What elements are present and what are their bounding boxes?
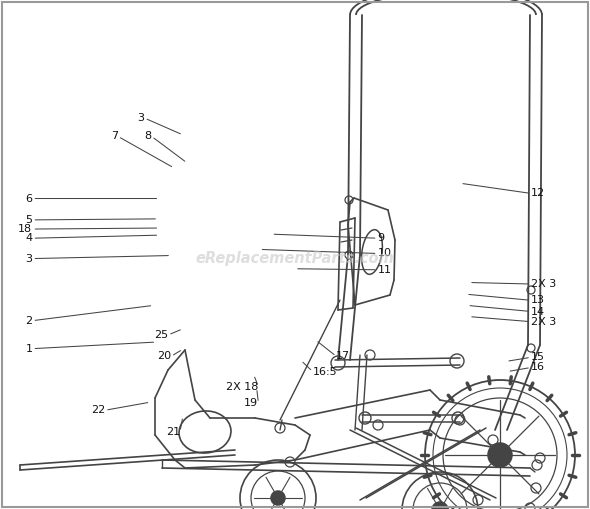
Text: 22: 22 (91, 405, 105, 415)
Text: 16:5: 16:5 (313, 366, 337, 377)
Text: 7: 7 (111, 131, 118, 142)
Text: 21: 21 (166, 427, 180, 437)
Circle shape (432, 502, 448, 509)
Text: 3: 3 (137, 113, 145, 123)
Circle shape (271, 491, 285, 505)
Text: eReplacementParts.com: eReplacementParts.com (196, 250, 394, 266)
Text: 3: 3 (25, 253, 32, 264)
Text: 6: 6 (25, 193, 32, 204)
Text: 18: 18 (18, 224, 32, 234)
Text: 25: 25 (154, 330, 168, 340)
Text: 8: 8 (145, 131, 152, 142)
Text: 20: 20 (157, 351, 171, 361)
Text: 17: 17 (336, 351, 350, 361)
Text: 9: 9 (378, 233, 385, 243)
Text: 1: 1 (25, 344, 32, 354)
Text: 10: 10 (378, 248, 392, 259)
Text: 14: 14 (531, 306, 545, 317)
Text: 2X 3: 2X 3 (531, 279, 556, 289)
Text: 5: 5 (25, 215, 32, 225)
Text: 2: 2 (25, 316, 32, 326)
Text: 2X 18: 2X 18 (226, 382, 258, 392)
Text: 11: 11 (378, 265, 392, 275)
Circle shape (488, 443, 512, 467)
Text: 12: 12 (531, 188, 545, 199)
Text: 2X 3: 2X 3 (531, 317, 556, 327)
Text: 15: 15 (531, 352, 545, 362)
Text: 4: 4 (25, 233, 32, 243)
Text: 13: 13 (531, 295, 545, 305)
Text: 19: 19 (244, 398, 258, 408)
Text: 16: 16 (531, 362, 545, 373)
